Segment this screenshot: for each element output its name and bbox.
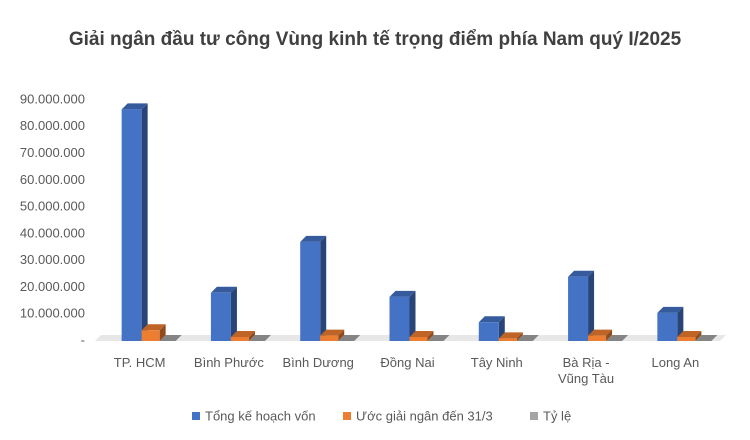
bar-side — [427, 330, 434, 341]
bar-side — [338, 329, 345, 341]
bar-top — [695, 335, 718, 341]
x-tick-label: Long An — [651, 355, 700, 370]
bar-top — [141, 324, 166, 331]
bar-top — [389, 290, 416, 297]
y-tick-label: - — [81, 332, 85, 347]
x-tick-label: Bình Dương — [282, 355, 354, 370]
bar — [320, 335, 339, 341]
x-tick-label: Đồng Nai — [380, 355, 435, 370]
x-tick-label: Bà Rịa - Vũng Tàu — [557, 355, 615, 386]
bar-side — [677, 306, 684, 341]
bar-top — [159, 335, 182, 341]
y-tick-label: 50.000.000 — [20, 199, 85, 214]
bar — [389, 296, 410, 341]
bar-side — [409, 290, 416, 341]
bar-top — [568, 270, 595, 277]
bar-top — [230, 330, 255, 337]
y-tick-label: 30.000.000 — [20, 252, 85, 267]
y-tick-label: 80.000.000 — [20, 118, 85, 133]
bar-side — [695, 330, 702, 341]
legend-label: Tỷ lệ — [543, 408, 571, 423]
chart-title: Giải ngân đầu tư công Vùng kinh tế trọng… — [69, 29, 682, 50]
bar-side — [248, 330, 255, 341]
bar-top — [338, 335, 361, 341]
legend-label: Tổng kế hoạch vốn — [205, 408, 316, 423]
bar — [588, 335, 607, 341]
bar-side — [159, 324, 166, 341]
y-tick-label: 20.000.000 — [20, 279, 85, 294]
bar-top — [320, 329, 345, 336]
bar-top — [478, 316, 505, 323]
bar-top — [248, 335, 271, 341]
bar — [141, 330, 160, 341]
bar-top — [606, 335, 629, 341]
bar — [568, 276, 589, 341]
bar — [210, 292, 231, 341]
bar-top — [657, 306, 684, 313]
bar — [478, 322, 499, 341]
bar-top — [427, 335, 450, 341]
legend-label: Ước giải ngân đến 31/3 — [356, 408, 493, 423]
bar-top — [300, 235, 327, 242]
bar-top — [677, 330, 702, 337]
x-tick-label: TP. HCM — [113, 355, 166, 370]
bar — [677, 336, 696, 341]
bar-top — [588, 329, 613, 336]
bar-side — [606, 329, 613, 341]
x-tick-label: Bình Phước — [193, 355, 264, 370]
bar — [230, 336, 249, 341]
y-tick-label: 90.000.000 — [20, 91, 85, 106]
bar — [409, 336, 428, 341]
legend-swatch — [192, 412, 200, 420]
bar — [300, 241, 321, 341]
bar-side — [230, 286, 237, 341]
bar — [498, 338, 517, 341]
y-tick-label: 70.000.000 — [20, 145, 85, 160]
bar-top — [409, 330, 434, 337]
y-tick-label: 10.000.000 — [20, 306, 85, 321]
y-tick-label: 60.000.000 — [20, 172, 85, 187]
bar-top — [516, 335, 539, 341]
x-tick-label: Tây Ninh — [470, 355, 523, 370]
bar-top — [121, 103, 148, 110]
bar — [121, 109, 142, 341]
bar — [657, 312, 678, 341]
bar-side — [320, 235, 327, 341]
legend-swatch — [530, 412, 538, 420]
bar-side — [588, 270, 595, 341]
bar-top — [210, 286, 237, 293]
legend-swatch — [343, 412, 351, 420]
y-tick-label: 40.000.000 — [20, 225, 85, 240]
bar-top — [498, 332, 523, 339]
bar-side — [141, 103, 148, 341]
bar-side — [516, 332, 523, 341]
